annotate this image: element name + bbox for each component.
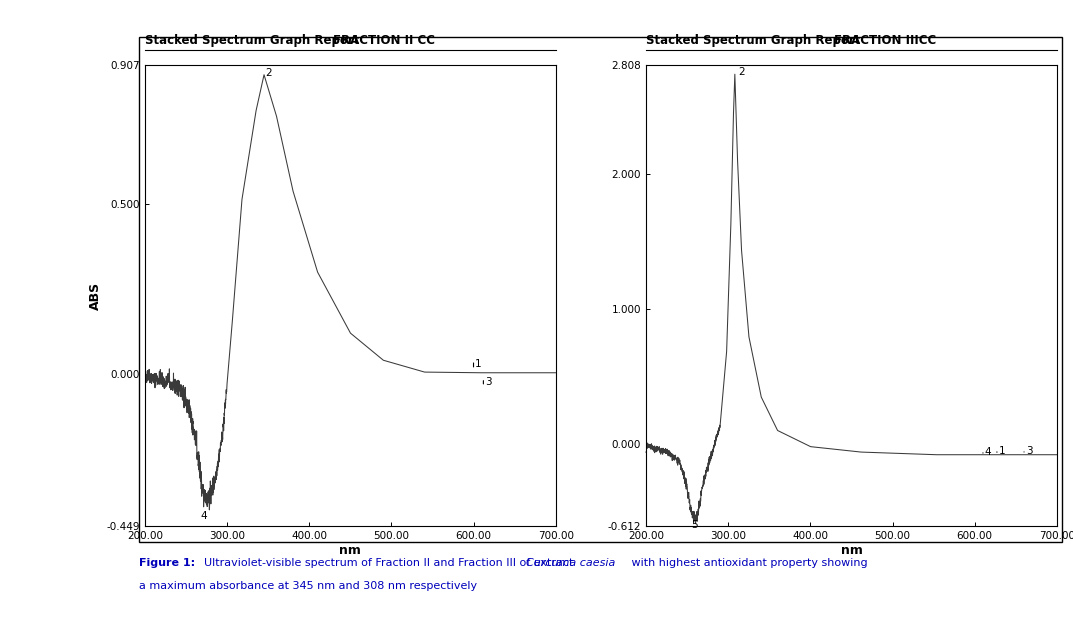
- Text: Ultraviolet-visible spectrum of Fraction II and Fraction III of extract: Ultraviolet-visible spectrum of Fraction…: [204, 558, 577, 568]
- Text: 2: 2: [265, 68, 271, 78]
- X-axis label: nm: nm: [339, 544, 362, 557]
- Text: 4: 4: [985, 447, 991, 457]
- Text: 3: 3: [1026, 445, 1032, 455]
- Text: 4: 4: [201, 511, 207, 521]
- Text: Stacked Spectrum Graph Report: Stacked Spectrum Graph Report: [646, 34, 861, 47]
- Text: Stacked Spectrum Graph Report: Stacked Spectrum Graph Report: [145, 34, 359, 47]
- Text: FRACTION IIICC: FRACTION IIICC: [834, 34, 936, 47]
- Text: FRACTION II CC: FRACTION II CC: [333, 34, 435, 47]
- Text: with highest antioxidant property showing: with highest antioxidant property showin…: [628, 558, 867, 568]
- Text: Figure 1:: Figure 1:: [139, 558, 200, 568]
- Text: 5: 5: [691, 520, 697, 530]
- X-axis label: nm: nm: [840, 544, 863, 557]
- Text: 1: 1: [475, 359, 482, 369]
- Y-axis label: ABS: ABS: [89, 282, 102, 310]
- Text: a maximum absorbance at 345 nm and 308 nm respectively: a maximum absorbance at 345 nm and 308 n…: [139, 581, 477, 591]
- Text: 3: 3: [485, 378, 491, 388]
- Text: Curcuma caesia: Curcuma caesia: [526, 558, 615, 568]
- Text: 1: 1: [999, 445, 1005, 455]
- Text: 2: 2: [738, 67, 745, 77]
